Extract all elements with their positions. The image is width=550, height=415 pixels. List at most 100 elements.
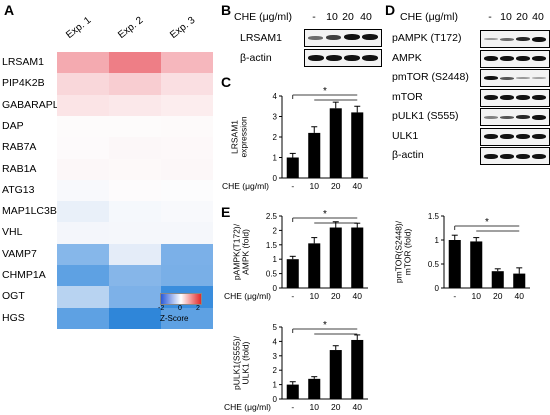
heatmap-row-label: LRSAM1 <box>2 56 45 68</box>
band <box>532 153 546 159</box>
band <box>484 134 498 139</box>
x-tick-label: 40 <box>353 402 363 412</box>
blot-d-label: pAMPK (T172) <box>392 32 462 44</box>
blot-d-label: β-actin <box>392 149 424 161</box>
blot-b-label-actin: β-actin <box>240 52 272 64</box>
zscore-min-label: -2 <box>158 305 165 312</box>
y-tick-label: 0.5 <box>428 260 440 269</box>
band <box>484 38 498 40</box>
band <box>532 36 546 42</box>
zscore-max-label: 2 <box>196 305 200 312</box>
heatmap-row-label: RAB7A <box>2 141 37 154</box>
heatmap-cell <box>109 222 161 245</box>
heatmap-cell <box>57 179 109 202</box>
band <box>500 153 514 159</box>
bar <box>286 157 299 178</box>
heatmap-row-label: VAMP7 <box>2 247 37 260</box>
chart-c: 0 1 2 3 4 - 10 20 40 * LRSAM1 expression CHE (μg/ml) <box>222 86 368 191</box>
chart-e1: 0 0.5 1 1.5 2 2.5 - 10 20 40 * pAMPK(T172)/AMPK (fo… <box>224 209 368 301</box>
y-axis-label: pAMPK(T172)/ <box>232 223 242 280</box>
y-axis-label: pULK1(S555)/ <box>232 335 242 390</box>
band <box>308 55 324 61</box>
bar <box>513 273 526 288</box>
blot-d-label: mTOR <box>392 90 423 103</box>
panel-label-a: A <box>4 2 15 18</box>
band <box>500 95 514 100</box>
y-axis-label-group: pAMPK(T172)/AMPK (fold) <box>232 223 251 280</box>
heatmap-cell <box>109 179 161 202</box>
significance-star: * <box>323 86 327 97</box>
y-tick-label: 1 <box>435 236 440 245</box>
heatmap-cell <box>57 265 109 287</box>
panel-label-e: E <box>221 204 231 220</box>
band <box>500 115 514 119</box>
heatmap-cell <box>161 222 213 245</box>
heatmap-row-label: ATG13 <box>2 183 35 196</box>
x-tick-label: - <box>291 402 294 412</box>
band <box>484 76 498 80</box>
band <box>500 56 514 61</box>
heatmap: Exp. 1 Exp. 2 Exp. 3 LRSAM1 PIP4K2B GABARAPL1… <box>0 0 215 330</box>
y-tick-label: 2.5 <box>266 212 278 221</box>
blot-d-band-box <box>480 69 550 87</box>
y-tick-label: 0 <box>273 395 278 404</box>
band <box>516 134 530 139</box>
zscore-legend: -2 0 2 Z-Score <box>158 293 204 323</box>
x-tick-label: 40 <box>353 181 363 191</box>
blot-d-band-box <box>480 88 550 107</box>
heatmap-row-label: PIP4K2B <box>2 77 45 90</box>
y-axis-label-group: pULK1(S555)/ULK1 (fold) <box>232 335 251 390</box>
heatmap-row-label: GABARAPL1 <box>2 98 65 111</box>
band <box>326 35 341 40</box>
y-tick-label: 4 <box>273 92 278 101</box>
heatmap-cell <box>109 307 161 330</box>
heatmap-cell <box>57 115 109 138</box>
y-axis-label: mTOR (fold) <box>403 229 413 276</box>
blot-b: CHE (μg/ml) - 10 20 40 LRSAM1 β-actin <box>234 0 384 70</box>
blot-b-cond-0: - <box>312 11 316 23</box>
heatmap-cell <box>57 222 109 245</box>
band <box>516 77 530 79</box>
zscore-title: Z-Score <box>160 314 189 323</box>
x-axis-label: CHE (μg/ml) <box>222 181 269 191</box>
heatmap-cell <box>57 243 109 266</box>
y-tick-label: 3 <box>273 113 278 122</box>
x-tick-label: 20 <box>331 402 341 412</box>
band <box>362 55 378 61</box>
bar <box>470 241 483 288</box>
band <box>500 37 514 41</box>
heatmap-column-label: Exp. 1 <box>64 14 94 41</box>
y-tick-label: 1.5 <box>428 212 440 221</box>
heatmap-cell <box>57 137 109 159</box>
zscore-color-bar <box>160 293 202 305</box>
band <box>532 77 546 79</box>
heatmap-row-label: MAP1LC3B <box>2 205 57 218</box>
y-tick-label: 2 <box>273 366 278 375</box>
bar <box>308 378 321 399</box>
heatmap-cell <box>161 265 213 287</box>
x-tick-label: 10 <box>310 291 320 301</box>
blot-d-band-box <box>480 108 550 126</box>
y-axis-label-group: pmTOR(S2448)/mTOR (fold) <box>394 220 413 283</box>
heatmap-cell <box>109 243 161 266</box>
band <box>344 34 360 40</box>
y-axis-label: ULK1 (fold) <box>241 341 251 384</box>
heatmap-cell <box>109 52 161 74</box>
blot-d: CHE (μg/ml) - 10 20 40 pAMPK (T172) AMPK p… <box>392 0 550 170</box>
band <box>362 34 378 40</box>
band <box>516 115 530 119</box>
band <box>484 95 498 100</box>
blot-d-condition-title: CHE (μg/ml) <box>400 11 458 23</box>
bar <box>308 132 321 178</box>
heatmap-cell <box>57 158 109 181</box>
band <box>500 76 514 80</box>
y-tick-label: 0.5 <box>266 270 278 279</box>
x-tick-label: 40 <box>515 291 525 301</box>
y-tick-label: 1 <box>273 255 278 264</box>
blot-b-cond-1: 10 <box>326 11 338 23</box>
y-tick-label: 3 <box>273 352 278 361</box>
y-tick-label: 1 <box>273 154 278 163</box>
heatmap-cell <box>109 265 161 287</box>
heatmap-cell <box>161 94 213 117</box>
heatmap-row-label: VHL <box>2 226 23 239</box>
